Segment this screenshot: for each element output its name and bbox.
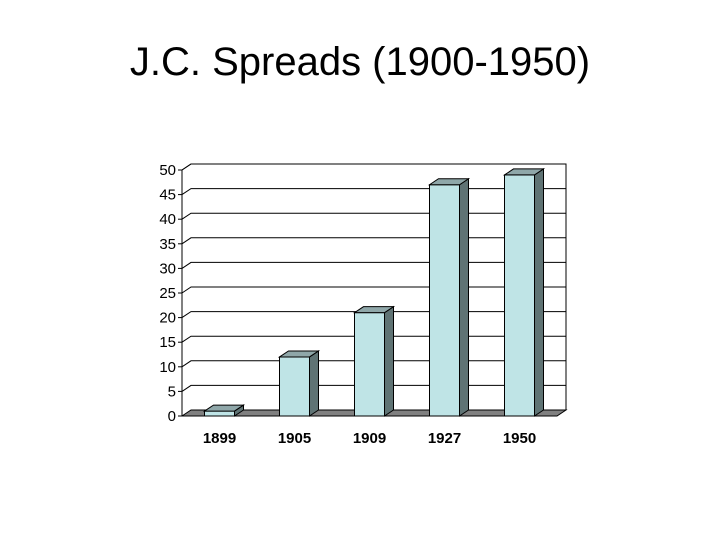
y-tick-label: 5: [168, 383, 176, 400]
bar-front: [354, 312, 385, 417]
x-tick-label: 1909: [353, 430, 386, 447]
y-tick-label: 20: [159, 310, 176, 327]
bar: [352, 305, 396, 417]
y-axis-ticks: 0 5 10 15 20 25 30 35 40 45 50: [159, 162, 182, 425]
bar-top: [352, 306, 396, 314]
y-tick-label: 15: [159, 334, 176, 351]
slide-title: J.C. Spreads (1900-1950): [129, 40, 591, 84]
x-tick-label: 1950: [503, 430, 536, 447]
y-tick-label: 40: [159, 211, 176, 228]
y-tick-label: 35: [159, 236, 176, 253]
bar-top: [277, 350, 321, 358]
gridline: [181, 163, 566, 171]
bar-front: [279, 356, 310, 417]
x-tick-label: 1927: [428, 430, 461, 447]
y-tick-label: 10: [159, 359, 176, 376]
x-tick-label: 1899: [203, 430, 236, 447]
y-tick-label: 45: [159, 187, 176, 204]
x-axis-ticks: 1899 1905 1909 1927 1950: [203, 430, 536, 447]
bar-top: [502, 168, 546, 176]
bar-side: [534, 167, 544, 417]
bar-top: [202, 404, 246, 412]
bars: [202, 167, 546, 417]
y-tick-label: 50: [159, 162, 176, 179]
bar-side: [459, 177, 469, 417]
bar: [202, 404, 246, 417]
bar: [427, 177, 471, 417]
bar-front: [204, 410, 235, 417]
bar: [277, 350, 321, 417]
bar-side: [309, 350, 319, 417]
bar: [502, 167, 546, 417]
y-tick-label: 30: [159, 260, 176, 277]
x-tick-label: 1905: [278, 430, 311, 447]
bar-front: [504, 174, 535, 417]
bar-top: [427, 178, 471, 186]
y-tick-label: 0: [168, 408, 176, 425]
y-tick-label: 25: [159, 285, 176, 302]
bar-side: [384, 305, 394, 417]
bar-front: [429, 184, 460, 417]
